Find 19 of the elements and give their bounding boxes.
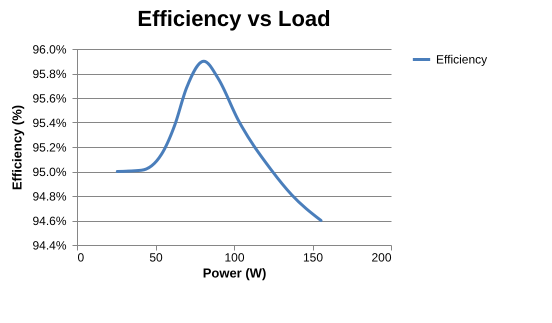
chart-title: Efficiency vs Load — [137, 6, 331, 31]
y-tick-label: 94.4% — [32, 238, 67, 252]
y-tick-label: 95.8% — [32, 67, 67, 81]
y-tick-label: 96.0% — [32, 42, 67, 56]
x-tick-label: 150 — [302, 250, 324, 264]
x-tick-label: 0 — [78, 250, 84, 264]
y-axis-title: Efficiency (%) — [9, 104, 24, 190]
line-series — [116, 60, 322, 222]
legend-label: Efficiency — [436, 52, 488, 66]
y-tick-label: 94.8% — [32, 190, 67, 204]
y-tick-label: 95.0% — [32, 165, 67, 179]
y-tick-label: 94.6% — [32, 214, 67, 228]
y-tick-label: 95.4% — [32, 116, 67, 130]
x-tick-label: 50 — [149, 250, 163, 264]
y-tick-label: 95.2% — [32, 140, 67, 154]
x-tick-label: 100 — [224, 250, 245, 264]
y-tick-label: 95.6% — [32, 92, 67, 106]
x-axis-title: Power (W) — [202, 266, 266, 280]
x-tick-label: 200 — [371, 250, 392, 264]
